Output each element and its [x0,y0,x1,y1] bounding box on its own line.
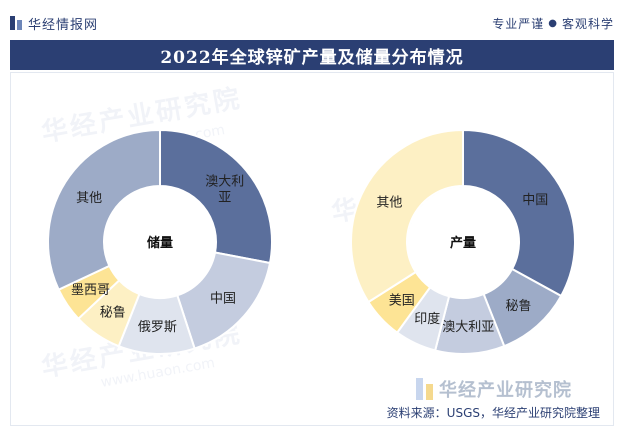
donut-slice [350,128,464,304]
source-note: 资料来源：USGS，华经产业研究院整理 [386,406,600,420]
slice-label: 其他 [76,191,102,206]
slice-label: 中国 [522,193,548,208]
slice-label: 中国 [210,292,236,307]
slice-label: 俄罗斯 [138,320,177,335]
brand-name: 华经情报网 [28,17,99,33]
donut-hole [105,187,215,297]
slogan-left: 专业严谨 [492,16,545,31]
footer-logo: 华经产业研究院 [416,376,572,402]
slice-label: 美国 [389,294,415,309]
slice-label: 其他 [376,196,402,211]
donut-center-label: 储量 [146,235,173,251]
slogan-right: 客观科学 [561,16,614,31]
header-bar: 华经情报网 专业严谨 ● 客观科学 [10,10,614,36]
slice-label: 秘鲁 [100,305,126,320]
footer-logo-text: 华经产业研究院 [439,380,572,401]
slice-label: 澳大利亚 [205,173,244,205]
brand: 华经情报网 [10,14,98,33]
chart-title-text: 2022年全球锌矿产量及储量分布情况 [160,47,464,68]
slice-label: 墨西哥 [71,283,110,298]
bullet-icon: ● [548,17,558,29]
slogan: 专业严谨 ● 客观科学 [492,15,614,32]
donut-hole [408,187,518,297]
donut-slice [159,128,273,265]
brand-logo-icon [10,16,22,30]
chart-title: 2022年全球锌矿产量及储量分布情况 [10,40,614,70]
slice-label: 澳大利亚 [442,319,494,335]
donut-slice [462,128,576,298]
donut-slice [47,128,161,292]
slice-label: 秘鲁 [506,299,532,314]
slice-label: 印度 [414,311,440,327]
donut-center-label: 产量 [450,235,476,251]
footer-logo-icon [416,378,433,400]
